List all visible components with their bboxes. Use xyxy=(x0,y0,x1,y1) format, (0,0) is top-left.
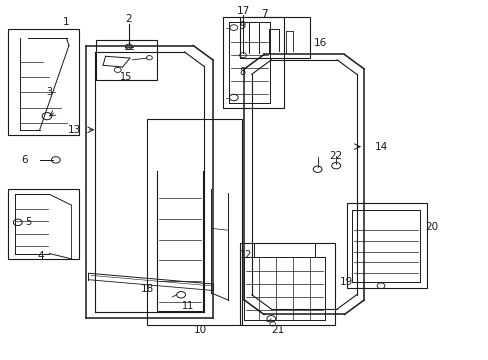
Text: 7: 7 xyxy=(260,9,267,19)
Text: 14: 14 xyxy=(374,141,387,152)
Text: 1: 1 xyxy=(63,17,70,27)
Text: 17: 17 xyxy=(236,6,249,17)
Text: 18: 18 xyxy=(140,284,153,294)
Text: 3: 3 xyxy=(46,87,52,97)
Bar xyxy=(96,40,157,80)
Text: 21: 21 xyxy=(270,325,284,335)
Bar xyxy=(239,17,310,58)
Bar xyxy=(147,119,242,325)
Text: 10: 10 xyxy=(194,325,207,335)
Text: 19: 19 xyxy=(339,277,352,287)
Text: 11: 11 xyxy=(182,301,194,311)
Text: 15: 15 xyxy=(120,72,132,82)
Text: 20: 20 xyxy=(424,222,437,231)
Text: 4: 4 xyxy=(37,251,44,261)
Text: 6: 6 xyxy=(21,155,27,165)
Bar xyxy=(8,30,79,135)
Bar xyxy=(346,203,427,288)
Text: 22: 22 xyxy=(329,150,342,161)
Text: 8: 8 xyxy=(239,67,245,77)
Bar xyxy=(239,243,334,325)
Bar xyxy=(8,189,79,259)
Bar xyxy=(222,17,283,108)
Text: 12: 12 xyxy=(239,250,251,260)
Text: 2: 2 xyxy=(125,14,132,24)
Text: 13: 13 xyxy=(68,125,81,135)
Text: 9: 9 xyxy=(239,21,245,31)
Text: 16: 16 xyxy=(313,38,326,48)
Text: 5: 5 xyxy=(25,217,31,227)
